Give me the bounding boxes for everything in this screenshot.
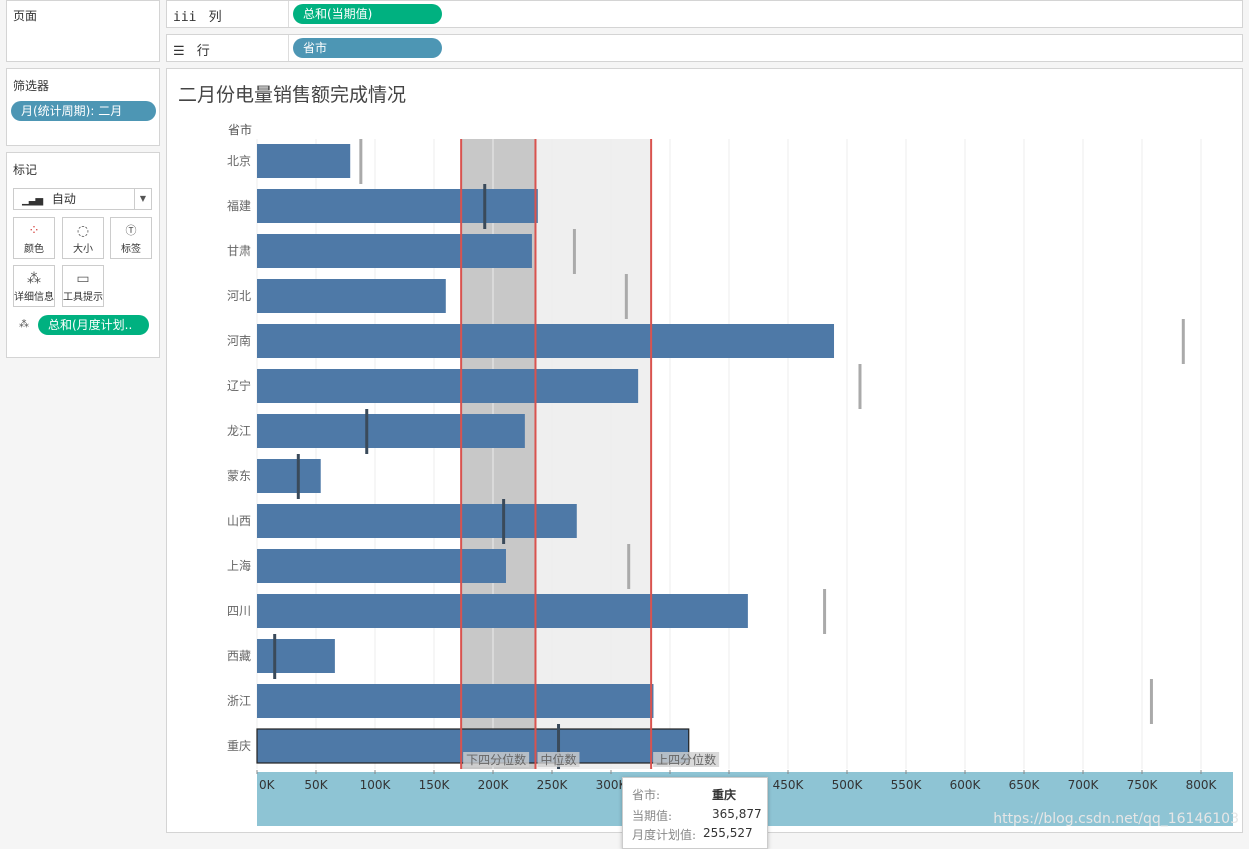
bar	[257, 414, 525, 448]
rows-pill[interactable]: 省市	[293, 38, 442, 58]
category-label: 浙江	[227, 694, 251, 708]
watermark: https://blog.csdn.net/qq_16146103	[993, 811, 1239, 827]
tooltip-key-plan: 月度计划值:	[632, 828, 697, 842]
label-icon: Ⓣ	[125, 224, 137, 237]
x-tick-label: 700K	[1068, 778, 1100, 792]
tooltip-value-current: 365,877	[712, 807, 762, 821]
pages-panel-title: 页面	[13, 9, 38, 23]
chart-title: 二月份电量销售额完成情况	[178, 84, 406, 106]
x-tick-label: 650K	[1009, 778, 1041, 792]
filters-panel: 筛选器 月(统计周期): 二月	[6, 68, 160, 146]
label-button[interactable]: Ⓣ 标签	[110, 217, 152, 259]
x-tick-label: 550K	[891, 778, 923, 792]
bar	[257, 594, 748, 628]
category-label: 西藏	[227, 649, 251, 663]
filters-panel-title: 筛选器	[13, 79, 50, 93]
shelf-divider	[288, 1, 289, 27]
bar	[257, 684, 654, 718]
x-tick-label: 500K	[832, 778, 864, 792]
x-tick-label: 800K	[1186, 778, 1218, 792]
category-label: 河南	[227, 333, 251, 348]
size-button[interactable]: ◌ 大小	[62, 217, 104, 259]
bar	[257, 549, 506, 583]
filter-pill-month[interactable]: 月(统计周期): 二月	[11, 101, 156, 121]
detail-pill-plan[interactable]: 总和(月度计划..	[38, 315, 149, 335]
x-tick-label: 200K	[478, 778, 510, 792]
columns-pill[interactable]: 总和(当期值)	[293, 4, 442, 24]
size-icon: ◌	[76, 223, 90, 239]
tooltip-icon: ▭	[76, 271, 90, 287]
x-tick-label: 250K	[537, 778, 569, 792]
tooltip-button-label: 工具提示	[63, 292, 103, 303]
bar	[257, 639, 335, 673]
columns-shelf: iii 列 总和(当期值)	[166, 0, 1243, 28]
x-tick-label: 600K	[950, 778, 982, 792]
reference-label-bg	[463, 752, 530, 767]
reference-line-label: 中位数	[540, 752, 576, 767]
size-button-label: 大小	[73, 244, 93, 255]
reference-line-label: 上四分位数	[656, 752, 716, 767]
reference-label-bg	[537, 752, 580, 767]
y-axis-header: 省市	[228, 122, 252, 137]
x-tick-label: 450K	[773, 778, 805, 792]
detail-button-label: 详细信息	[14, 292, 54, 303]
tooltip-key-current: 当期值:	[632, 809, 673, 823]
marks-panel: 标记 ▁▃▅ 自动 ▼ ⁘ 颜色 ◌ 大小 Ⓣ 标签 ⁂ 详细信息 ▭ 工具提示…	[6, 152, 160, 358]
category-label: 辽宁	[227, 378, 251, 393]
rows-icon: ☰	[173, 44, 185, 59]
category-label: 上海	[227, 558, 251, 573]
tooltip-button[interactable]: ▭ 工具提示	[62, 265, 104, 307]
iqr-band-lower	[461, 139, 536, 769]
detail-pill-icon: ⁂	[19, 319, 29, 330]
x-tick-label: 300K	[596, 778, 628, 792]
iqr-band-upper	[535, 139, 652, 769]
label-button-label: 标签	[121, 244, 141, 255]
rows-shelf-label: 行	[196, 44, 210, 59]
bar	[257, 144, 351, 178]
bar	[257, 324, 835, 358]
reference-line-label: 下四分位数	[466, 752, 526, 767]
x-tick-label: 150K	[419, 778, 451, 792]
category-label: 蒙东	[227, 469, 251, 483]
columns-icon: iii	[173, 10, 197, 25]
bar	[257, 279, 446, 313]
bar	[257, 189, 538, 223]
tooltip-value-province: 重庆	[712, 788, 737, 802]
x-tick-label: 100K	[360, 778, 392, 792]
shelf-divider	[288, 35, 289, 61]
rows-shelf: ☰ 行 省市	[166, 34, 1243, 62]
detail-button[interactable]: ⁂ 详细信息	[13, 265, 55, 307]
pages-panel: 页面	[6, 0, 160, 62]
x-tick-label: 50K	[304, 778, 328, 792]
category-label: 河北	[227, 289, 251, 303]
category-label: 山西	[227, 514, 251, 528]
mark-type-value: 自动	[51, 192, 76, 206]
marks-panel-title: 标记	[13, 163, 38, 177]
category-label: 甘肃	[227, 244, 251, 258]
category-label: 北京	[227, 154, 251, 168]
color-button[interactable]: ⁘ 颜色	[13, 217, 55, 259]
bar	[257, 234, 532, 268]
category-label: 福建	[227, 198, 251, 213]
color-icon: ⁘	[28, 223, 40, 239]
bar	[257, 369, 639, 403]
category-label: 四川	[227, 604, 251, 618]
tooltip-key-province: 省市:	[632, 788, 661, 802]
tooltip-value-plan: 255,527	[703, 826, 753, 840]
bar	[257, 504, 577, 538]
reference-label-bg	[653, 752, 720, 767]
x-tick-label: 0K	[259, 778, 276, 792]
chevron-down-icon: ▼	[134, 189, 151, 209]
mark-type-dropdown[interactable]: ▁▃▅ 自动 ▼	[13, 188, 152, 210]
x-tick-label: 750K	[1127, 778, 1159, 792]
detail-icon: ⁂	[27, 271, 41, 287]
category-label: 重庆	[227, 739, 251, 753]
columns-shelf-label: 列	[208, 10, 222, 25]
bar-chart-icon: ▁▃▅	[22, 195, 43, 206]
mark-tooltip: 省市: 重庆 当期值: 365,877 月度计划值: 255,527	[622, 777, 768, 849]
color-button-label: 颜色	[24, 244, 44, 255]
bar	[257, 459, 321, 493]
category-label: 龙江	[227, 424, 251, 438]
